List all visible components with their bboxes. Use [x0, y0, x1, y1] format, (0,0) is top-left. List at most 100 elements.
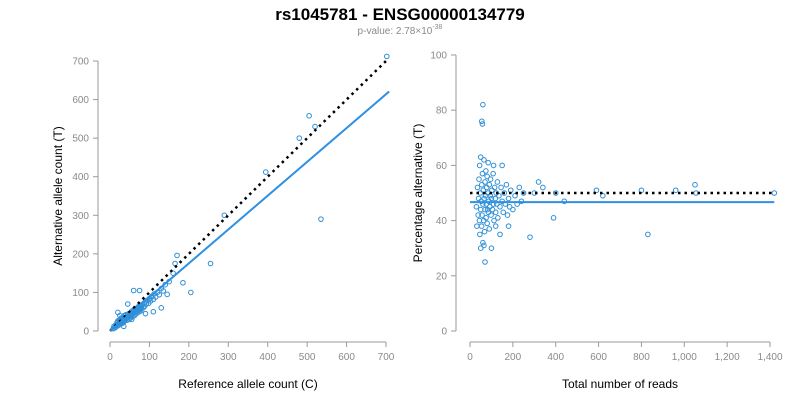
- data-point-percentage: [476, 162, 483, 169]
- data-point-allele-counts: [306, 112, 312, 119]
- data-point-percentage: [482, 206, 488, 213]
- data-point-percentage: [476, 176, 482, 182]
- data-point-percentage: [600, 192, 606, 199]
- data-point-allele-counts: [142, 310, 149, 317]
- data-point-percentage: [480, 101, 486, 108]
- data-point-percentage: [535, 179, 542, 185]
- y-tick-label-percentage: 60: [436, 161, 448, 172]
- data-point-percentage: [479, 121, 486, 127]
- y-tick-label-allele-counts: 500: [72, 134, 89, 145]
- data-point-percentage: [491, 184, 498, 191]
- data-point-percentage: [552, 190, 559, 196]
- data-point-percentage: [486, 204, 493, 210]
- data-point-percentage: [481, 228, 488, 235]
- data-point-allele-counts: [174, 252, 180, 259]
- data-point-percentage: [486, 181, 493, 188]
- data-point-percentage: [488, 195, 495, 202]
- data-point-percentage: [692, 181, 698, 188]
- scatter-panel-allele-counts: 0 100 200 300 400 500 600 700 0 100 200 300 400 500 60…: [51, 53, 395, 391]
- data-point-percentage: [478, 181, 485, 188]
- x-tick-label-allele-counts: 400: [259, 352, 276, 363]
- data-point-percentage: [494, 179, 501, 185]
- data-point-percentage: [488, 212, 494, 218]
- x-tick-label-allele-counts: 500: [299, 352, 316, 363]
- y-tick-label-percentage: 80: [436, 106, 448, 117]
- fit-line-allele-counts: [109, 90, 390, 332]
- data-point-percentage: [473, 204, 480, 210]
- subtitle-prefix: p-value: 2.78×10: [358, 26, 433, 37]
- data-point-allele-counts: [383, 53, 390, 60]
- data-point-percentage: [491, 217, 497, 224]
- y-tick-label-allele-counts: 300: [72, 211, 89, 222]
- data-point-allele-counts: [164, 291, 170, 298]
- data-point-allele-counts: [150, 308, 157, 315]
- data-point-percentage: [498, 184, 504, 191]
- data-point-percentage: [505, 223, 512, 229]
- data-point-percentage: [482, 259, 488, 265]
- data-point-allele-counts: [136, 287, 143, 294]
- data-point-allele-counts: [296, 135, 303, 141]
- data-point-percentage: [516, 184, 523, 191]
- chart-subtitle: p-value: 2.78×10-38: [358, 24, 443, 37]
- data-point-percentage: [474, 223, 480, 229]
- data-point-percentage: [483, 215, 489, 221]
- data-point-percentage: [492, 223, 499, 229]
- x-tick-label-percentage: 800: [633, 352, 650, 363]
- x-axis-label-allele-counts: Reference allele count (C): [178, 377, 317, 391]
- x-tick-label-percentage: 1,000: [672, 352, 697, 363]
- data-point-percentage: [520, 190, 527, 196]
- data-point-percentage: [497, 204, 503, 210]
- data-point-percentage: [496, 192, 502, 199]
- data-point-percentage: [540, 184, 546, 191]
- data-point-percentage: [505, 195, 512, 202]
- data-point-percentage: [506, 204, 513, 210]
- data-point-percentage: [482, 179, 488, 185]
- data-point-allele-counts: [188, 289, 194, 296]
- data-point-percentage: [481, 157, 487, 163]
- data-point-allele-counts: [172, 260, 178, 267]
- y-tick-label-percentage: 100: [430, 51, 447, 62]
- x-axis-label-percentage: Total number of reads: [562, 377, 678, 391]
- x-tick-label-percentage: 0: [467, 352, 473, 363]
- data-point-percentage: [481, 195, 487, 202]
- data-point-percentage: [499, 162, 505, 169]
- plot-area-percentage: 0 200 400 600 800 1,000 1,200 1,400 0 20 40 60 80 100: [430, 51, 783, 364]
- data-point-percentage: [481, 242, 487, 249]
- data-point-percentage: [480, 239, 486, 246]
- data-point-percentage: [504, 212, 511, 218]
- y-tick-label-percentage: 0: [441, 327, 447, 338]
- data-point-percentage: [497, 231, 503, 238]
- y-axis-label-percentage: Percentage alternative (T): [411, 124, 425, 263]
- data-point-percentage: [475, 195, 482, 202]
- data-point-percentage: [483, 184, 490, 191]
- data-point-percentage: [490, 162, 497, 169]
- data-point-allele-counts: [124, 301, 131, 307]
- data-point-allele-counts: [158, 305, 165, 311]
- x-tick-label-allele-counts: 600: [338, 352, 355, 363]
- data-point-percentage: [478, 223, 485, 229]
- plot-area-allele-counts: 0 100 200 300 400 500 600 700 0 100 200 300 400 500 60…: [72, 53, 395, 363]
- data-point-allele-counts: [160, 288, 167, 294]
- data-point-percentage: [475, 212, 481, 218]
- y-tick-label-percentage: 40: [436, 216, 448, 227]
- data-point-percentage: [488, 245, 495, 251]
- data-point-percentage: [477, 231, 483, 238]
- y-tick-label-allele-counts: 0: [83, 327, 89, 338]
- data-point-allele-counts: [130, 287, 137, 294]
- data-point-percentage: [484, 173, 490, 180]
- data-point-allele-counts: [170, 270, 176, 276]
- data-point-allele-counts: [262, 169, 269, 175]
- y-tick-label-allele-counts: 700: [72, 57, 89, 68]
- y-tick-label-allele-counts: 100: [72, 288, 89, 299]
- scatter-panel-percentage: 0 200 400 600 800 1,000 1,200 1,400 0 20 40 60 80 100…: [411, 51, 783, 392]
- x-tick-label-percentage: 1,400: [757, 352, 782, 363]
- data-point-percentage: [485, 159, 492, 166]
- data-point-allele-counts: [128, 316, 135, 323]
- y-tick-label-allele-counts: 600: [72, 95, 89, 106]
- x-tick-label-allele-counts: 300: [220, 352, 237, 363]
- y-tick-label-allele-counts: 400: [72, 172, 89, 183]
- data-point-percentage: [500, 209, 507, 216]
- x-tick-label-allele-counts: 700: [378, 352, 395, 363]
- x-tick-label-allele-counts: 0: [107, 352, 113, 363]
